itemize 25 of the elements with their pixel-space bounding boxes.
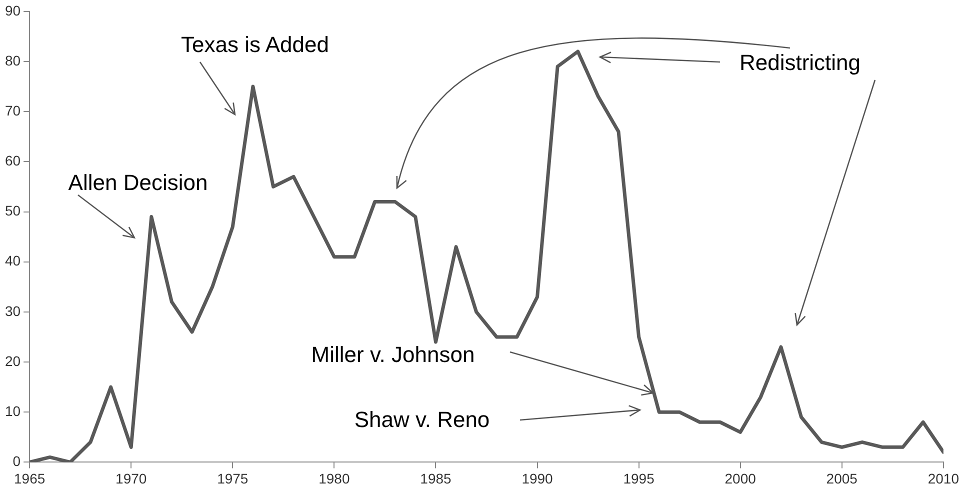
annotation: Allen Decision (68, 170, 208, 196)
x-tick-label: 1995 (623, 470, 655, 486)
y-tick-label: 70 (4, 102, 21, 118)
x-tick-label: 2010 (928, 470, 960, 486)
x-tick-label: 2000 (724, 470, 756, 486)
y-tick-label: 30 (4, 302, 21, 319)
y-tick-label: 50 (4, 202, 21, 219)
y-tick-label: 60 (4, 152, 21, 169)
y-tick-label: 40 (4, 252, 21, 269)
y-tick-label: 0 (12, 453, 21, 470)
x-tick-label: 1980 (318, 470, 350, 486)
x-tick-label: 1970 (116, 470, 147, 486)
y-tick-label: 90 (4, 2, 21, 18)
y-tick-label: 20 (4, 352, 21, 369)
y-tick-label: 10 (4, 402, 21, 419)
x-tick-label: 1965 (14, 470, 46, 486)
annotation: Miller v. Johnson (311, 342, 475, 368)
annotation: Redistricting (739, 50, 861, 76)
annotation: Shaw v. Reno (354, 407, 490, 433)
annotation: Texas is Added (181, 32, 329, 58)
y-tick-label: 80 (4, 52, 21, 68)
x-tick-label: 1985 (420, 470, 452, 486)
x-tick-label: 2005 (826, 470, 858, 486)
x-tick-label: 1975 (217, 470, 248, 486)
x-tick-label: 1990 (522, 470, 554, 486)
